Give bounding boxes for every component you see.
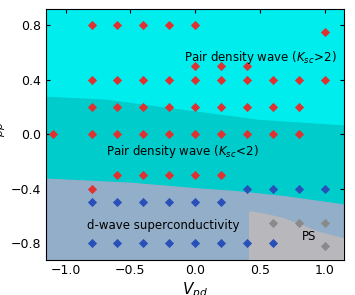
Text: PS: PS bbox=[302, 230, 317, 243]
Point bbox=[296, 220, 302, 225]
Y-axis label: $V_{pp}$: $V_{pp}$ bbox=[0, 122, 8, 147]
Point bbox=[166, 200, 172, 205]
Point bbox=[141, 173, 146, 178]
Point bbox=[322, 220, 328, 225]
Point bbox=[192, 200, 198, 205]
Point bbox=[270, 186, 276, 191]
Point bbox=[244, 105, 250, 109]
Point bbox=[296, 186, 302, 191]
Point bbox=[141, 77, 146, 82]
Point bbox=[322, 77, 328, 82]
Point bbox=[296, 105, 302, 109]
Point bbox=[89, 105, 94, 109]
Point bbox=[218, 173, 224, 178]
Point bbox=[270, 105, 276, 109]
Point bbox=[296, 77, 302, 82]
Point bbox=[270, 220, 276, 225]
Point bbox=[218, 200, 224, 205]
Point bbox=[322, 186, 328, 191]
Point bbox=[89, 241, 94, 246]
Point bbox=[89, 132, 94, 137]
Point bbox=[89, 23, 94, 27]
Point bbox=[141, 132, 146, 137]
Point bbox=[244, 186, 250, 191]
Point bbox=[89, 77, 94, 82]
Point bbox=[192, 241, 198, 246]
Point bbox=[115, 200, 120, 205]
Point bbox=[192, 132, 198, 137]
Text: d-wave superconductivity: d-wave superconductivity bbox=[87, 219, 239, 232]
Point bbox=[192, 105, 198, 109]
Point bbox=[141, 241, 146, 246]
Point bbox=[166, 23, 172, 27]
Point bbox=[115, 77, 120, 82]
Point bbox=[192, 23, 198, 27]
Point bbox=[192, 77, 198, 82]
Point bbox=[141, 105, 146, 109]
Point bbox=[141, 200, 146, 205]
Point bbox=[218, 105, 224, 109]
Point bbox=[218, 64, 224, 68]
Point bbox=[218, 241, 224, 246]
Point bbox=[89, 186, 94, 191]
Point bbox=[166, 105, 172, 109]
X-axis label: $V_{pd}$: $V_{pd}$ bbox=[182, 280, 208, 295]
Polygon shape bbox=[46, 179, 344, 260]
Point bbox=[270, 132, 276, 137]
Point bbox=[166, 241, 172, 246]
Point bbox=[296, 132, 302, 137]
Polygon shape bbox=[250, 212, 344, 260]
Point bbox=[322, 244, 328, 248]
Point bbox=[115, 23, 120, 27]
Point bbox=[166, 132, 172, 137]
Point bbox=[322, 30, 328, 35]
Point bbox=[115, 173, 120, 178]
Point bbox=[166, 173, 172, 178]
Point bbox=[50, 132, 55, 137]
Point bbox=[244, 64, 250, 68]
Point bbox=[244, 77, 250, 82]
Point bbox=[166, 77, 172, 82]
Point bbox=[89, 200, 94, 205]
Point bbox=[218, 77, 224, 82]
Point bbox=[244, 241, 250, 246]
Point bbox=[192, 173, 198, 178]
Point bbox=[115, 105, 120, 109]
Point bbox=[115, 241, 120, 246]
Point bbox=[192, 64, 198, 68]
Point bbox=[244, 132, 250, 137]
Point bbox=[218, 132, 224, 137]
Polygon shape bbox=[46, 97, 344, 205]
Text: Pair density wave ($\mathit{K}_{sc}$$\!>$$\!2$): Pair density wave ($\mathit{K}_{sc}$$\!>… bbox=[184, 49, 337, 66]
Point bbox=[270, 77, 276, 82]
Point bbox=[270, 241, 276, 246]
Text: Pair density wave ($\mathit{K}_{sc}$$\!<$$\!2$): Pair density wave ($\mathit{K}_{sc}$$\!<… bbox=[106, 143, 259, 160]
Point bbox=[115, 132, 120, 137]
Point bbox=[141, 23, 146, 27]
